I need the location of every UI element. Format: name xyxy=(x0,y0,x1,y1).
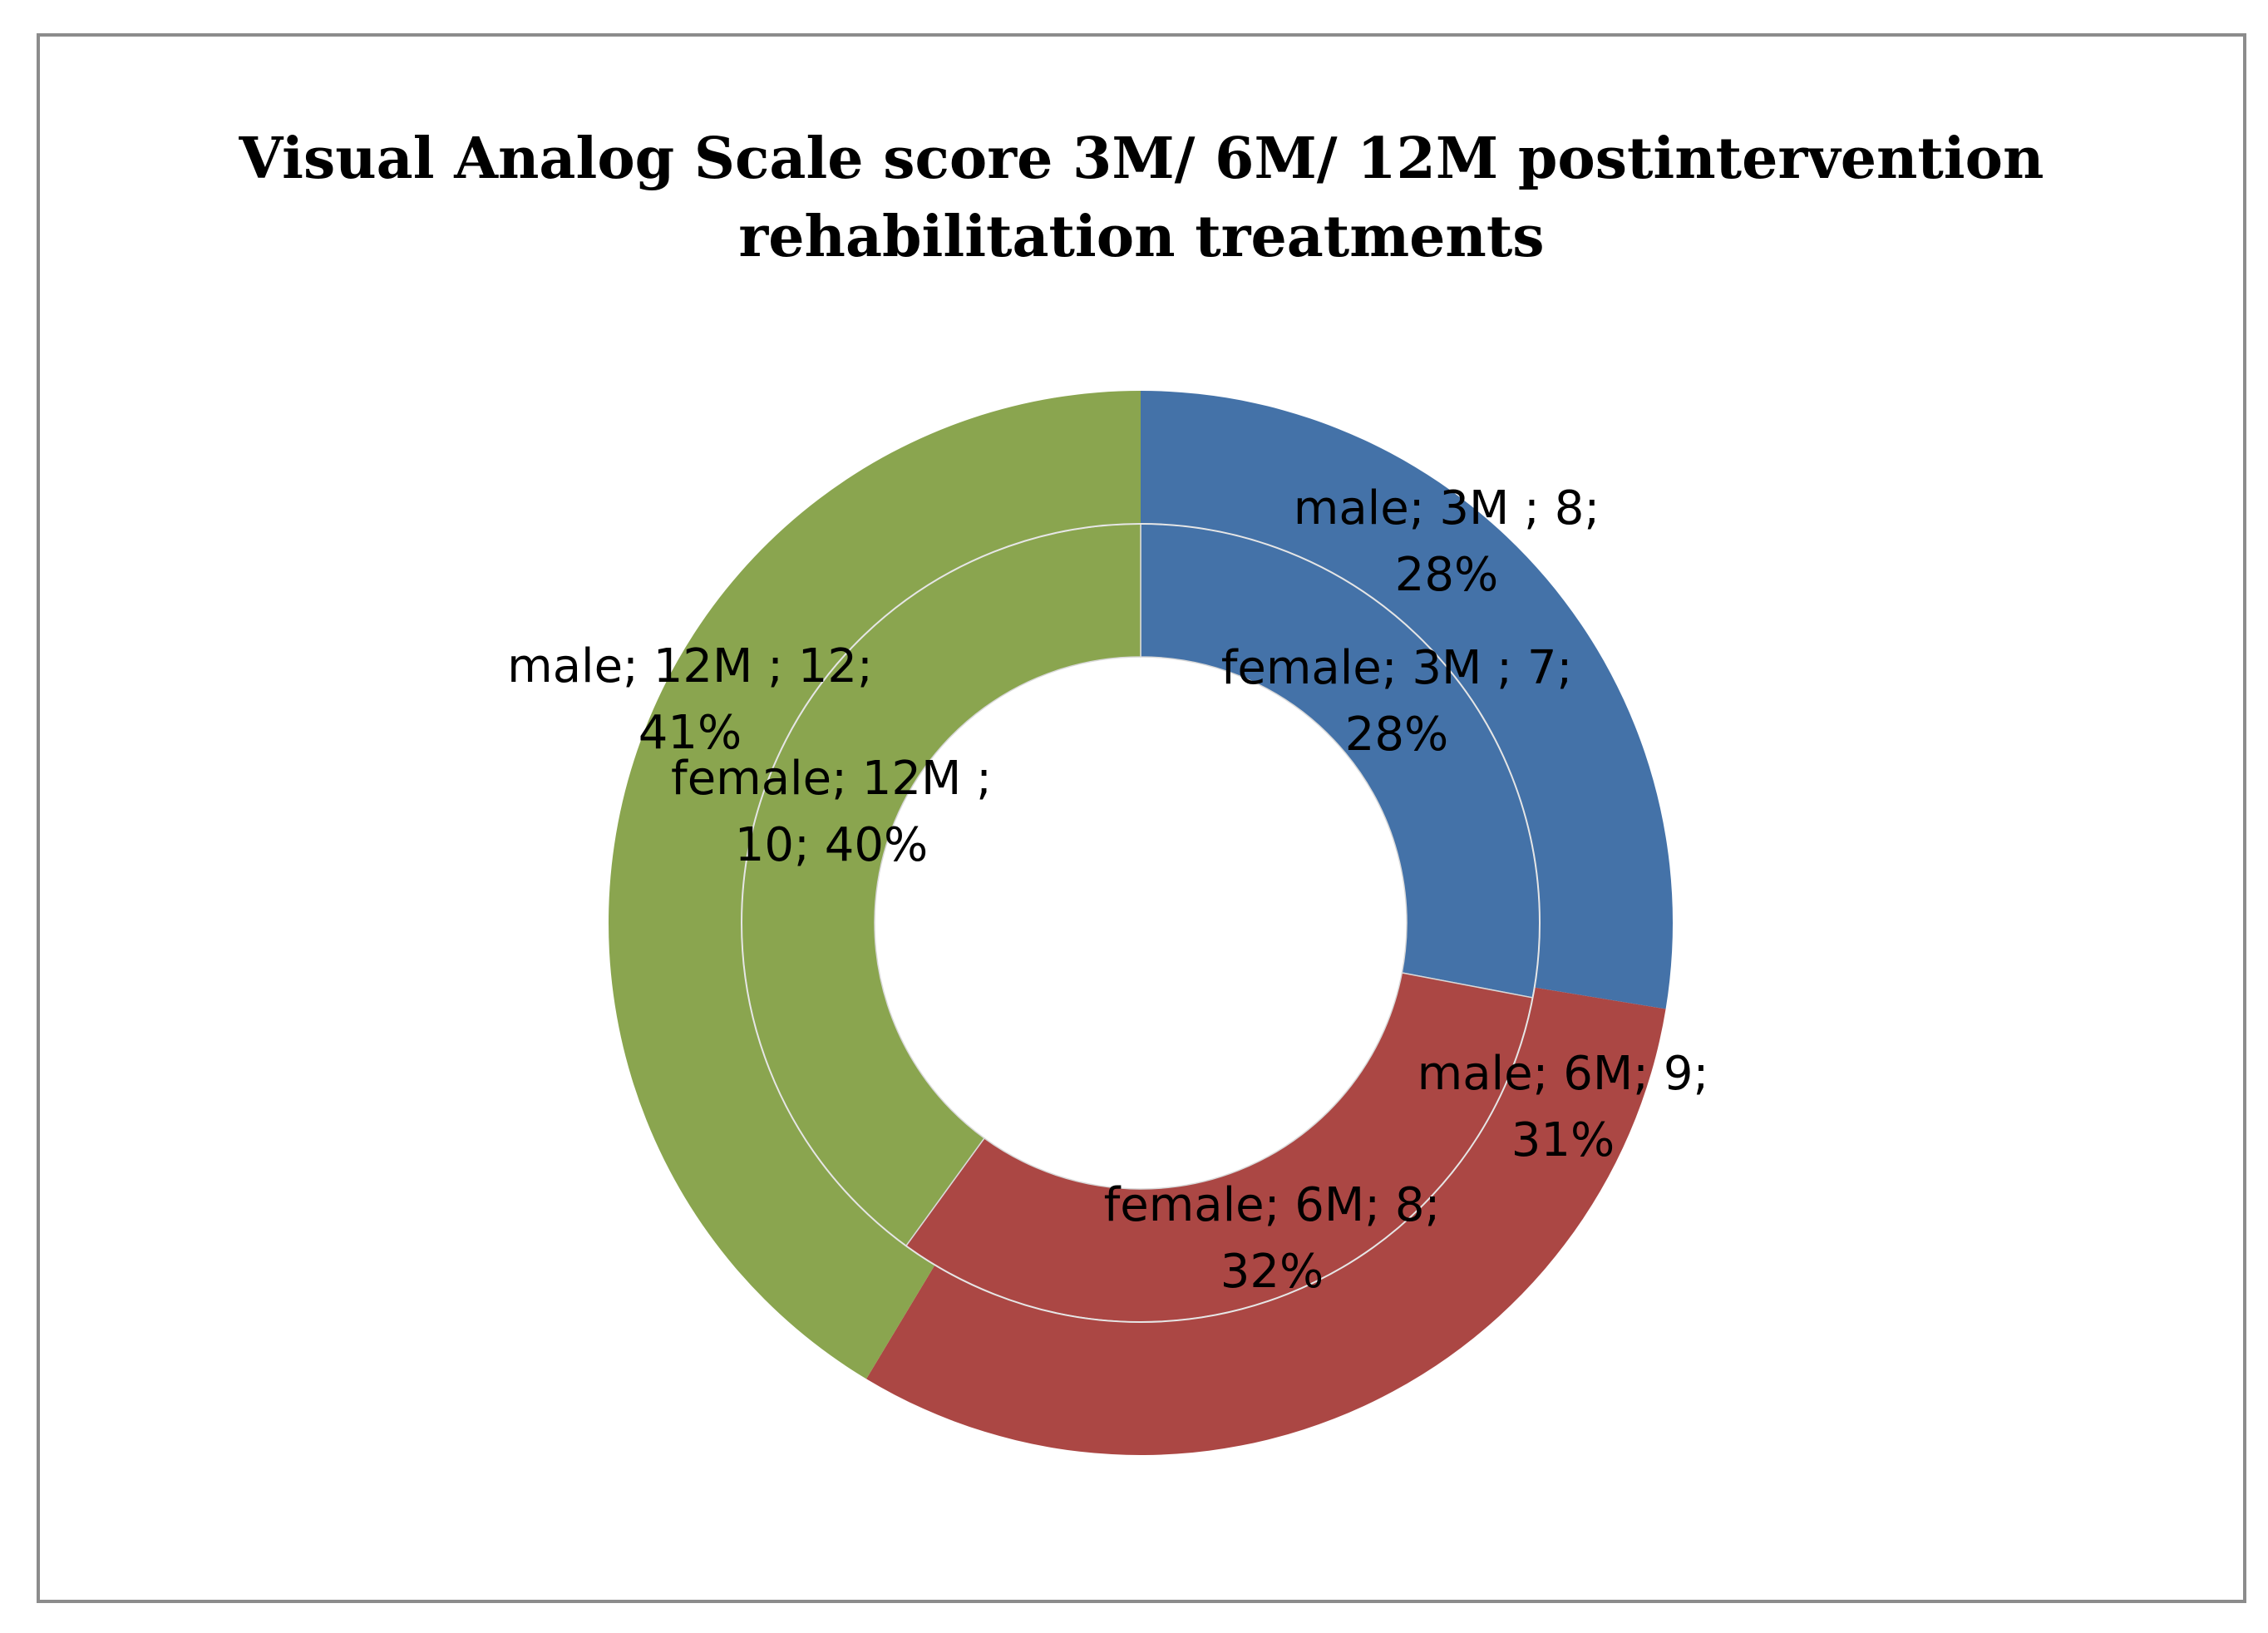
data-label-male-3M: male; 3M ; 8; 28% xyxy=(1294,481,1600,602)
data-label-female-12M-line-1: female; 12M ; xyxy=(671,752,992,806)
doughnut-data-labels: female; 3M ; 7; 28%female; 6M; 8; 32%femal… xyxy=(507,481,1708,1299)
data-label-male-6M-line-1: male; 6M; 9; xyxy=(1418,1047,1709,1101)
data-label-male-3M-line-2: 28% xyxy=(1395,548,1498,602)
data-label-female-6M-line-1: female; 6M; 8; xyxy=(1104,1178,1441,1232)
chart-title-line-1: Visual Analog Scale score 3M/ 6M/ 12M po… xyxy=(239,126,2044,192)
chart-title: Visual Analog Scale score 3M/ 6M/ 12M po… xyxy=(40,120,2243,276)
data-label-female-6M-line-2: 32% xyxy=(1220,1245,1324,1299)
slice-male-6M xyxy=(866,987,1666,1456)
data-label-female-3M: female; 3M ; 7; 28% xyxy=(1221,641,1573,762)
data-label-male-6M-line-2: 31% xyxy=(1511,1113,1615,1167)
data-label-female-12M: female; 12M ; 10; 40% xyxy=(671,752,992,872)
slice-male-12M xyxy=(609,391,1141,1379)
data-label-male-6M: male; 6M; 9; 31% xyxy=(1418,1047,1709,1167)
data-label-female-6M: female; 6M; 8; 32% xyxy=(1104,1178,1441,1299)
data-label-female-12M-line-2: 10; 40% xyxy=(735,818,928,872)
data-label-female-3M-line-1: female; 3M ; 7; xyxy=(1221,641,1573,695)
data-label-male-12M-line-2: 41% xyxy=(638,706,742,760)
slice-male-3M xyxy=(1141,391,1673,1009)
data-label-female-3M-line-2: 28% xyxy=(1345,708,1448,762)
ring-separator xyxy=(741,523,1541,1323)
data-label-male-12M: male; 12M ; 12; 41% xyxy=(507,639,873,760)
data-label-male-3M-line-1: male; 3M ; 8; xyxy=(1294,481,1600,535)
chart-title-line-2: rehabilitation treatments xyxy=(738,204,1545,270)
data-label-male-12M-line-1: male; 12M ; 12; xyxy=(507,639,873,693)
doughnut-slices xyxy=(609,391,1673,1456)
